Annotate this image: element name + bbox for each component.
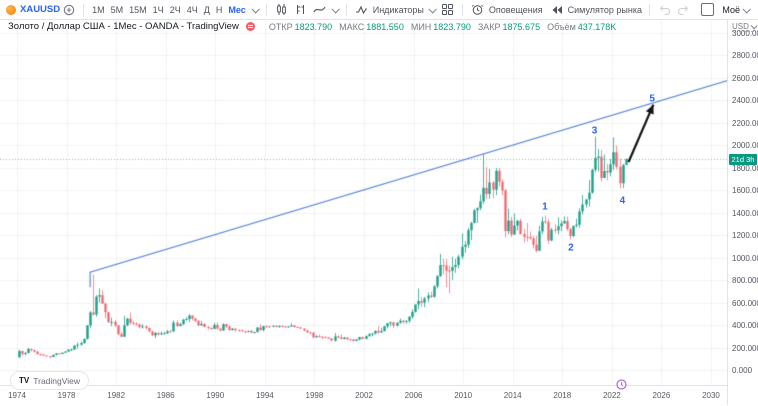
- price-tick-label: 1000.000: [732, 253, 758, 263]
- price-tick-label: 200.000: [732, 343, 758, 353]
- legend-close-value: 1875.675: [502, 21, 541, 32]
- time-tick-label: 2006: [404, 391, 423, 400]
- timeframe-group: 1М 5М 15М 1Ч 2Ч 4Ч Д Н Мес: [89, 4, 249, 16]
- time-tick-label: 2022: [602, 391, 621, 400]
- price-tick-label: 1800.000: [732, 163, 758, 173]
- timeframe-15М[interactable]: 15М: [129, 4, 147, 15]
- price-tick-label: 600.000: [732, 298, 758, 308]
- toolbar-right-group: Моё: [701, 0, 752, 19]
- time-tick-label: 1990: [206, 391, 225, 400]
- time-tick-label: 2030: [702, 391, 720, 400]
- elliott-wave-label-4[interactable]: 4: [619, 195, 626, 207]
- time-axis[interactable]: 1974 1978 1982 1986 1990 1994 1998 2002 2006 2010…: [0, 379, 758, 406]
- time-tick-label: 2018: [553, 391, 572, 400]
- indicators-dropdown-icon[interactable]: [428, 4, 437, 14]
- symbol-button[interactable]: XAUUSD: [20, 4, 61, 15]
- alerts-button[interactable]: Оповещения: [488, 4, 543, 15]
- tradingview-brand-label: TradingView: [33, 375, 81, 386]
- compare-add-icon[interactable]: [63, 4, 75, 16]
- indicators-button[interactable]: Индикаторы: [372, 4, 424, 15]
- legend-low-label: МИН: [410, 21, 432, 32]
- bar-magnet-icon[interactable]: [294, 3, 307, 16]
- timeframe-Мес[interactable]: Мес: [228, 4, 246, 15]
- price-tick-label: 1200.000: [732, 231, 758, 241]
- elliott-wave-label-5[interactable]: 5: [649, 93, 655, 105]
- alert-clock-icon[interactable]: [471, 3, 484, 16]
- my-layouts-button[interactable]: Моё: [722, 4, 740, 15]
- top-toolbar: XAUUSD 1М 5М 15М 1Ч 2Ч 4Ч Д Н Мес Индикаторы: [0, 0, 758, 20]
- legend-open-label: ОТКР: [268, 21, 293, 32]
- time-tick-label: 2026: [652, 391, 671, 400]
- timeframe-Д[interactable]: Д: [203, 4, 210, 15]
- price-tick-label: 400.000: [732, 321, 758, 331]
- price-tick-label: 1600.000: [732, 186, 758, 196]
- elliott-wave-label-3[interactable]: 3: [591, 125, 598, 137]
- redo-icon[interactable]: [677, 4, 690, 15]
- time-tick-label: 1998: [305, 391, 324, 400]
- time-tick-label: 2014: [503, 391, 522, 400]
- legend-volume-label: Объём: [547, 21, 576, 32]
- timeframe-1М[interactable]: 1М: [92, 4, 105, 15]
- price-tick-label: 2800.000: [732, 51, 758, 61]
- elliott-wave-label-1[interactable]: 1: [542, 201, 548, 213]
- tradingview-attribution[interactable]: TV TradingView: [10, 371, 90, 390]
- timeframe-4Ч[interactable]: 4Ч: [186, 4, 198, 15]
- replay-button[interactable]: Симулятор рынка: [567, 4, 643, 15]
- line-style-dropdown-icon[interactable]: [331, 4, 340, 14]
- symbol-logo-icon: [6, 4, 16, 15]
- timeframe-5М[interactable]: 5М: [110, 4, 124, 15]
- interval-dropdown-icon[interactable]: [251, 4, 260, 14]
- price-tick-label: 2400.000: [732, 96, 758, 106]
- tradingview-logo-icon: TV: [19, 376, 30, 385]
- price-tick-label: 2600.000: [732, 73, 758, 83]
- layout-panel-icon[interactable]: [701, 3, 715, 16]
- bar-countdown-badge: 21d 3h: [729, 153, 757, 165]
- legend-low-value: 1823.790: [433, 21, 471, 32]
- time-tick-label: 1982: [107, 391, 126, 400]
- timeframe-Н[interactable]: Н: [215, 4, 223, 15]
- time-tick-label: 1994: [255, 391, 274, 400]
- legend-high-value: 1881.550: [366, 21, 404, 32]
- time-tick-label: 1974: [8, 391, 26, 400]
- price-tick-label: 1400.000: [732, 208, 758, 218]
- legend-volume-value: 437.178K: [577, 21, 617, 32]
- price-tick-label: 0.000: [732, 366, 753, 375]
- time-tick-label: 1986: [156, 391, 175, 400]
- legend-close-label: ЗАКР: [477, 21, 501, 32]
- elliott-wave-label-2[interactable]: 2: [568, 242, 574, 254]
- my-layouts-dropdown-icon[interactable]: [742, 4, 751, 14]
- price-tick-label: 3000.000: [732, 28, 758, 38]
- price-axis[interactable]: USD 0.000 200.000 400.000 600.000 800.000 100…: [727, 19, 758, 405]
- price-tick-label: 800.000: [732, 276, 758, 286]
- time-tick-label: 2010: [454, 391, 473, 400]
- undo-icon[interactable]: [658, 4, 671, 15]
- chart-type-candles-icon[interactable]: [275, 3, 288, 16]
- event-marker-icon[interactable]: [616, 377, 627, 395]
- timeframe-1Ч[interactable]: 1Ч: [152, 4, 164, 15]
- price-tick-label: 2200.000: [732, 118, 758, 128]
- bar-replay-icon[interactable]: [551, 5, 563, 15]
- legend-high-label: МАКС: [339, 21, 365, 32]
- price-tick-label: 2000.000: [732, 141, 758, 151]
- delayed-data-icon[interactable]: [245, 22, 255, 31]
- time-tick-label: 1978: [57, 391, 76, 400]
- legend-symbol-title[interactable]: Золото / Доллар США - 1Мес - OANDA - Tra…: [8, 21, 239, 32]
- chart-legend: Золото / Доллар США - 1Мес - OANDA - Tra…: [8, 21, 616, 32]
- line-style-icon[interactable]: [313, 4, 326, 15]
- legend-open-value: 1823.790: [294, 21, 333, 32]
- indicators-icon[interactable]: [355, 4, 368, 16]
- legend-ohlcv-values: ОТКР 1823.790 МАКС 1881.550 МИН 1823.790 ЗАКР 1…: [262, 22, 616, 32]
- indicator-templates-icon[interactable]: [441, 3, 454, 16]
- price-unit-button[interactable]: USD: [732, 22, 758, 32]
- timeframe-2Ч[interactable]: 2Ч: [169, 4, 181, 15]
- time-tick-label: 2002: [355, 391, 373, 400]
